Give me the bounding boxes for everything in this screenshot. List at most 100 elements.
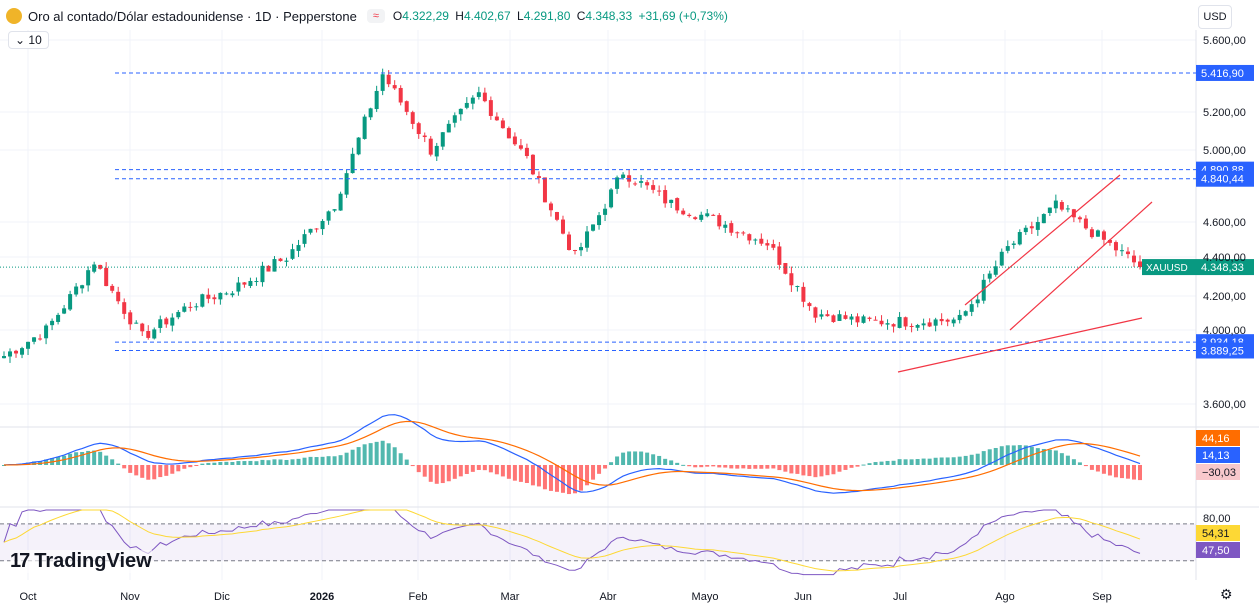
- macd-histogram-bar: [380, 440, 385, 465]
- candle-body: [332, 209, 337, 211]
- candle-body: [68, 294, 73, 310]
- candle-body: [867, 317, 872, 319]
- macd-histogram-bar: [488, 465, 493, 473]
- price-tick-label: 5.600,00: [1203, 35, 1246, 47]
- price-tick-label: 4.000,00: [1203, 325, 1246, 337]
- candle-body: [134, 322, 139, 324]
- candle-body: [1053, 200, 1058, 209]
- macd-histogram-bar: [825, 465, 830, 476]
- last-price-label: 4.348,33: [1201, 262, 1244, 274]
- macd-histogram-bar: [717, 465, 722, 468]
- macd-histogram-bar: [68, 453, 73, 465]
- gear-icon[interactable]: ⚙: [1220, 586, 1233, 602]
- macd-histogram-bar: [663, 458, 668, 465]
- candle-body: [1065, 208, 1070, 210]
- compare-toggle[interactable]: ≈: [366, 9, 385, 23]
- macd-histogram-bar: [272, 459, 277, 465]
- candle-body: [579, 247, 584, 251]
- candle-body: [705, 213, 710, 217]
- time-tick-label: Jun: [794, 591, 812, 603]
- candle-body: [1023, 227, 1028, 233]
- macd-histogram-bar: [783, 465, 788, 472]
- symbol-tag: [1142, 259, 1196, 276]
- macd-histogram-bar: [777, 465, 782, 471]
- macd-histogram-bar: [500, 465, 505, 477]
- candle-body: [717, 215, 722, 227]
- macd-histogram-bar: [723, 465, 728, 468]
- candle-body: [440, 132, 445, 147]
- candle-body: [524, 147, 529, 157]
- candle-body: [1005, 246, 1010, 251]
- candle-body: [548, 203, 553, 211]
- macd-histogram-bar: [560, 465, 565, 493]
- rsi-value-label: 54,31: [1202, 528, 1230, 540]
- macd-histogram-bar: [494, 465, 499, 475]
- candle-body: [56, 314, 61, 322]
- macd-histogram-bar: [254, 461, 259, 465]
- candle-body: [1035, 222, 1040, 230]
- macd-histogram-bar: [711, 465, 716, 467]
- macd-histogram-bar: [404, 459, 409, 465]
- candle-body: [338, 193, 343, 211]
- time-tick-label: Abr: [599, 591, 616, 603]
- candle-body: [206, 294, 211, 299]
- candle-body: [975, 299, 980, 304]
- candle-body: [248, 280, 253, 286]
- macd-histogram-bar: [350, 449, 355, 465]
- macd-histogram-bar: [146, 465, 151, 480]
- signal-line: [3, 420, 1141, 492]
- indicator-collapse-toggle[interactable]: ⌄ 10: [8, 31, 49, 49]
- candle-body: [795, 286, 800, 288]
- candle-body: [909, 325, 914, 327]
- macd-histogram-bar: [260, 459, 265, 465]
- candle-body: [224, 293, 229, 295]
- candle-body: [230, 293, 235, 296]
- macd-value-label: −30,03: [1202, 467, 1236, 479]
- candle-body: [92, 264, 97, 272]
- macd-histogram-bar: [669, 460, 674, 465]
- ohlc-readout: O4.322,29 H4.402,67 L4.291,80 C4.348,33 …: [392, 9, 728, 23]
- candle-body: [1125, 251, 1130, 255]
- chevron-down-icon: ⌄: [15, 33, 29, 47]
- candle-body: [296, 245, 301, 251]
- macd-histogram-bar: [933, 457, 938, 465]
- candle-body: [176, 311, 181, 318]
- candle-body: [356, 137, 361, 155]
- currency-selector[interactable]: USD: [1198, 5, 1232, 29]
- macd-histogram-bar: [512, 465, 517, 481]
- price-tick-label: 4.600,00: [1203, 217, 1246, 229]
- candle-body: [518, 145, 523, 149]
- macd-value-tag: [1196, 464, 1240, 480]
- candle-body: [891, 324, 896, 327]
- candle-body: [422, 135, 427, 138]
- candle-body: [777, 246, 782, 265]
- macd-histogram-bar: [152, 465, 157, 480]
- candle-body: [86, 270, 91, 286]
- macd-histogram-bar: [320, 456, 325, 465]
- candle-body: [1107, 239, 1112, 243]
- close-value: 4.348,33: [585, 9, 633, 23]
- candle-body: [446, 123, 451, 133]
- macd-histogram-bar: [615, 456, 620, 465]
- indicator-count: 10: [28, 33, 42, 47]
- candle-body: [476, 92, 481, 97]
- last-price-tag: [1196, 259, 1254, 276]
- change-value: +31,69 (+0,73%): [638, 9, 728, 23]
- time-tick-label: Feb: [409, 591, 428, 603]
- macd-histogram-bar: [104, 455, 109, 465]
- macd-histogram-bar: [452, 465, 457, 479]
- candle-body: [939, 318, 944, 322]
- macd-histogram-bar: [801, 465, 806, 476]
- tradingview-logo[interactable]: 17 TradingView: [10, 550, 152, 573]
- candle-body: [843, 315, 848, 319]
- candle-body: [530, 154, 535, 175]
- symbol-title[interactable]: Oro al contado/Dólar estadounidense · 1D…: [28, 8, 357, 24]
- macd-histogram-bar: [170, 465, 175, 474]
- candle-body: [350, 153, 355, 174]
- macd-histogram-bar: [681, 464, 686, 466]
- macd-histogram-bar: [1131, 465, 1136, 480]
- macd-histogram-bar: [1101, 465, 1106, 474]
- candle-body: [759, 238, 764, 244]
- trendline: [964, 174, 1121, 306]
